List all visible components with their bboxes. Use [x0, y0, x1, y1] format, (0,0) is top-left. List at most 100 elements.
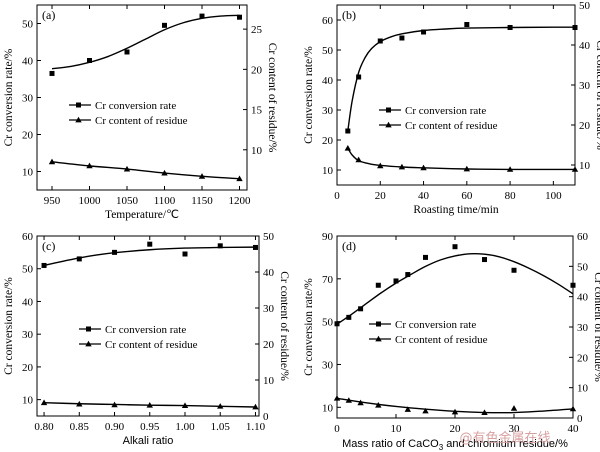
- series-cr-content-of-residue: [40, 399, 259, 410]
- series-cr-content-of-residue: [48, 158, 243, 182]
- watermark: @有色金属在线: [459, 430, 550, 446]
- data-point-triangle: [571, 166, 579, 172]
- legend-label: Cr conversion rate: [95, 100, 176, 112]
- x-axis-label: Mass ratio of CaCO3 and chromium residue…: [342, 438, 568, 452]
- x-axis-label: Roasting time/min: [413, 204, 499, 216]
- y-right-axis-label: Cr content of residue/%: [594, 40, 600, 150]
- data-point-square: [252, 244, 258, 250]
- series-cr-conversion-rate: [41, 241, 258, 268]
- data-point-square: [76, 256, 82, 262]
- fit-line: [347, 147, 576, 171]
- data-point-triangle: [345, 397, 352, 403]
- data-point-triangle: [506, 166, 514, 172]
- legend: Cr conversion rate Cr content of residue: [69, 100, 188, 127]
- x-axis-label-suffix: and chromium residue/%: [443, 438, 568, 450]
- x-axis-label: Alkali ratio: [123, 435, 174, 447]
- data-point-square: [511, 267, 517, 273]
- data-point-triangle: [357, 399, 364, 406]
- chart-panel-a: 950 1000 1050 1100 1150 1200 10 20 30 40 50 10 15 20 2…: [3, 4, 278, 221]
- x-tick-label: 0: [334, 423, 340, 435]
- data-point-square: [507, 25, 513, 30]
- y-right-tick-label: 30: [577, 322, 589, 334]
- data-point-square: [421, 29, 427, 35]
- x-tick-label: 20: [450, 423, 462, 435]
- y-left-tick-label: 60: [322, 15, 334, 27]
- x-tick-label: 10: [391, 423, 403, 435]
- y-left-axis-label: Cr conversion rate/%: [303, 278, 315, 376]
- panel-label: (c): [42, 239, 55, 253]
- data-point-triangle: [146, 402, 153, 408]
- y-left-tick-label: 20: [22, 130, 34, 142]
- series-cr-conversion-rate: [334, 244, 576, 327]
- data-point-triangle: [252, 403, 259, 410]
- fit-line: [51, 14, 240, 70]
- data-point-square: [346, 314, 352, 320]
- x-tick-label: 1150: [191, 195, 213, 207]
- x-tick-label: 0: [334, 190, 340, 202]
- data-point-triangle: [569, 405, 577, 412]
- data-point-square: [334, 321, 340, 327]
- y-right-axis-label: Cr content of residue/%: [592, 272, 600, 382]
- y-left-axis-label: Cr conversion rate/%: [3, 277, 15, 375]
- plot-frame: [336, 4, 576, 186]
- y-left-tick-label: 30: [322, 359, 334, 371]
- series-cr-conversion-rate: [49, 13, 242, 76]
- legend-marker-square: [376, 321, 381, 327]
- y-right-axis-label: Cr content of residue/%: [266, 43, 278, 153]
- x-tick-label: 1.05: [211, 421, 231, 433]
- data-point-triangle: [420, 164, 427, 171]
- legend-label: Cr conversion rate: [105, 324, 186, 336]
- panel-label: (d): [342, 239, 356, 253]
- data-point-square: [182, 251, 188, 257]
- data-point-triangle: [333, 395, 341, 401]
- data-point-square: [345, 128, 351, 134]
- data-point-square: [199, 13, 205, 19]
- y-right-tick-label: 10: [577, 383, 589, 395]
- y-left-tick-label: 70: [322, 274, 334, 286]
- y-left-tick-label: 60: [22, 231, 34, 243]
- data-point-triangle: [375, 402, 382, 408]
- legend-marker-triangle: [385, 121, 392, 128]
- fit-line: [51, 161, 240, 180]
- data-point-triangle: [40, 399, 48, 406]
- plot-frame: [36, 235, 260, 417]
- x-tick-label: 100: [545, 190, 562, 202]
- x-tick-label: 1100: [154, 195, 176, 207]
- data-point-square: [377, 38, 383, 44]
- y-left-tick-label: 90: [322, 231, 334, 243]
- x-axis-label-sub: 3: [439, 443, 444, 452]
- y-right-tick-label: 60: [577, 231, 589, 243]
- data-point-triangle: [398, 163, 406, 170]
- x-axis-label: Temperature/℃: [105, 209, 179, 221]
- y-right-tick-label: 50: [263, 231, 275, 243]
- data-point-square: [112, 249, 118, 255]
- legend-marker-square: [86, 326, 91, 332]
- x-tick-label: 30: [509, 423, 521, 435]
- data-point-square: [572, 25, 578, 30]
- y-left-tick-label: 40: [22, 56, 34, 68]
- x-tick-label: 60: [461, 190, 473, 202]
- y-left-tick-label: 40: [322, 75, 334, 87]
- chart-panel-c: 0.80 0.85 0.90 0.95 1.00 1.05 1.10 10 20 30 40 50 60…: [3, 231, 290, 447]
- y-right-tick-label: 10: [263, 375, 275, 387]
- x-tick-label: 40: [568, 423, 580, 435]
- legend-label: Cr content of residue: [395, 334, 488, 346]
- legend-marker-square: [386, 107, 391, 113]
- y-left-tick-label: 10: [22, 395, 34, 407]
- data-point-square: [405, 272, 411, 278]
- y-right-tick-label: 10: [251, 145, 263, 157]
- data-point-square: [393, 278, 399, 284]
- y-left-tick-label: 30: [322, 105, 334, 117]
- y-right-tick-label: 20: [263, 339, 275, 351]
- x-tick-label: 0.85: [70, 421, 90, 433]
- y-right-tick-label: 40: [579, 40, 591, 52]
- data-point-triangle: [344, 145, 352, 151]
- data-point-triangle: [198, 173, 206, 179]
- x-tick-label: 1.00: [175, 421, 195, 433]
- y-right-tick-label: 20: [577, 352, 589, 364]
- x-tick-label: 1200: [229, 195, 252, 207]
- x-tick-label: 40: [418, 190, 430, 202]
- y-right-tick-label: 20: [251, 64, 263, 76]
- x-tick-label: 0.80: [34, 421, 54, 433]
